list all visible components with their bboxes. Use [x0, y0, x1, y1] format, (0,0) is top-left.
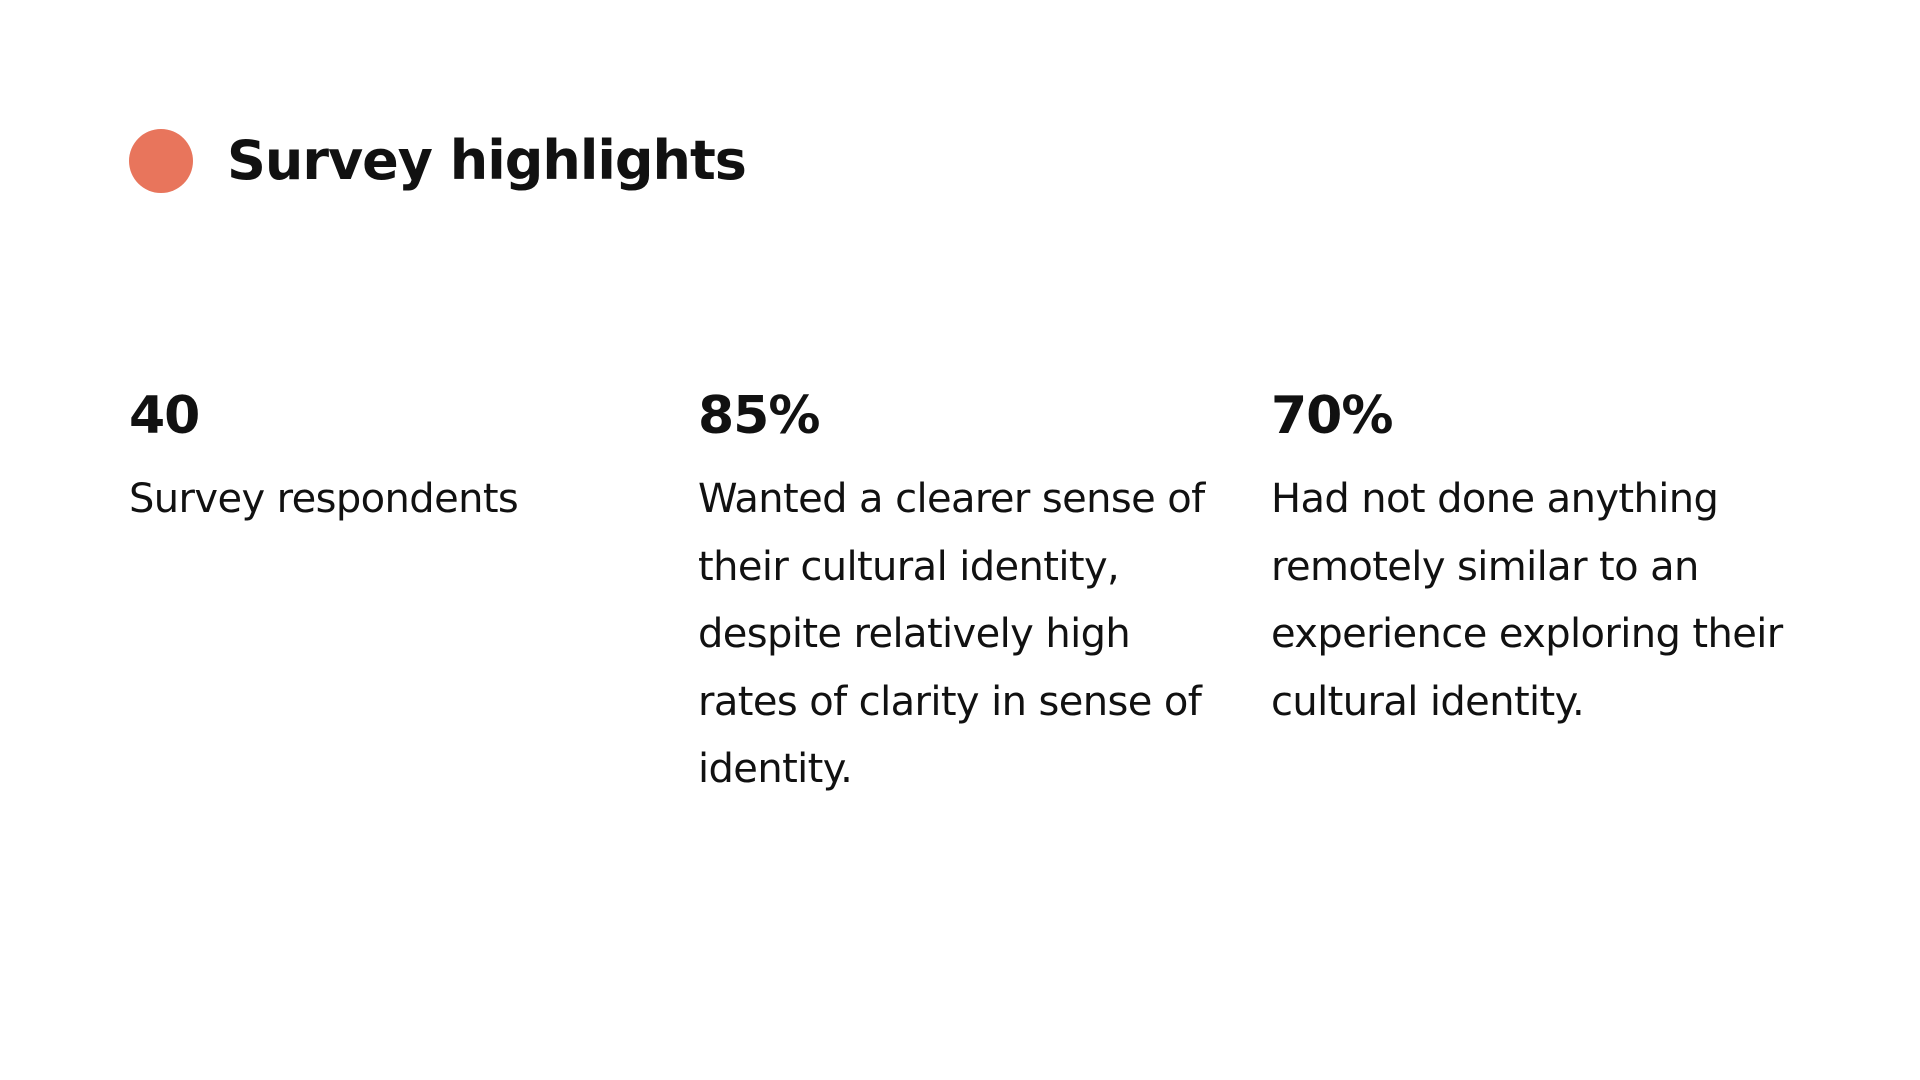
stat-value: 85%	[698, 386, 820, 446]
slide-title: Survey highlights	[227, 129, 747, 192]
stat-value: 40	[129, 386, 200, 446]
stat-description: Wanted a clearer sense of their cultural…	[698, 476, 1205, 792]
stat-respondents: 40 Survey respondents	[129, 384, 649, 534]
stat-clearer-identity: 85% Wanted a clearer sense of their cult…	[698, 384, 1238, 804]
slide-header: Survey highlights	[129, 126, 747, 196]
stat-description: Had not done anything remotely similar t…	[1271, 476, 1783, 725]
stat-no-prior-experience: 70% Had not done anything remotely simil…	[1271, 384, 1811, 736]
stat-description: Survey respondents	[129, 476, 519, 522]
stat-value: 70%	[1271, 386, 1393, 446]
accent-dot-icon	[129, 129, 193, 193]
